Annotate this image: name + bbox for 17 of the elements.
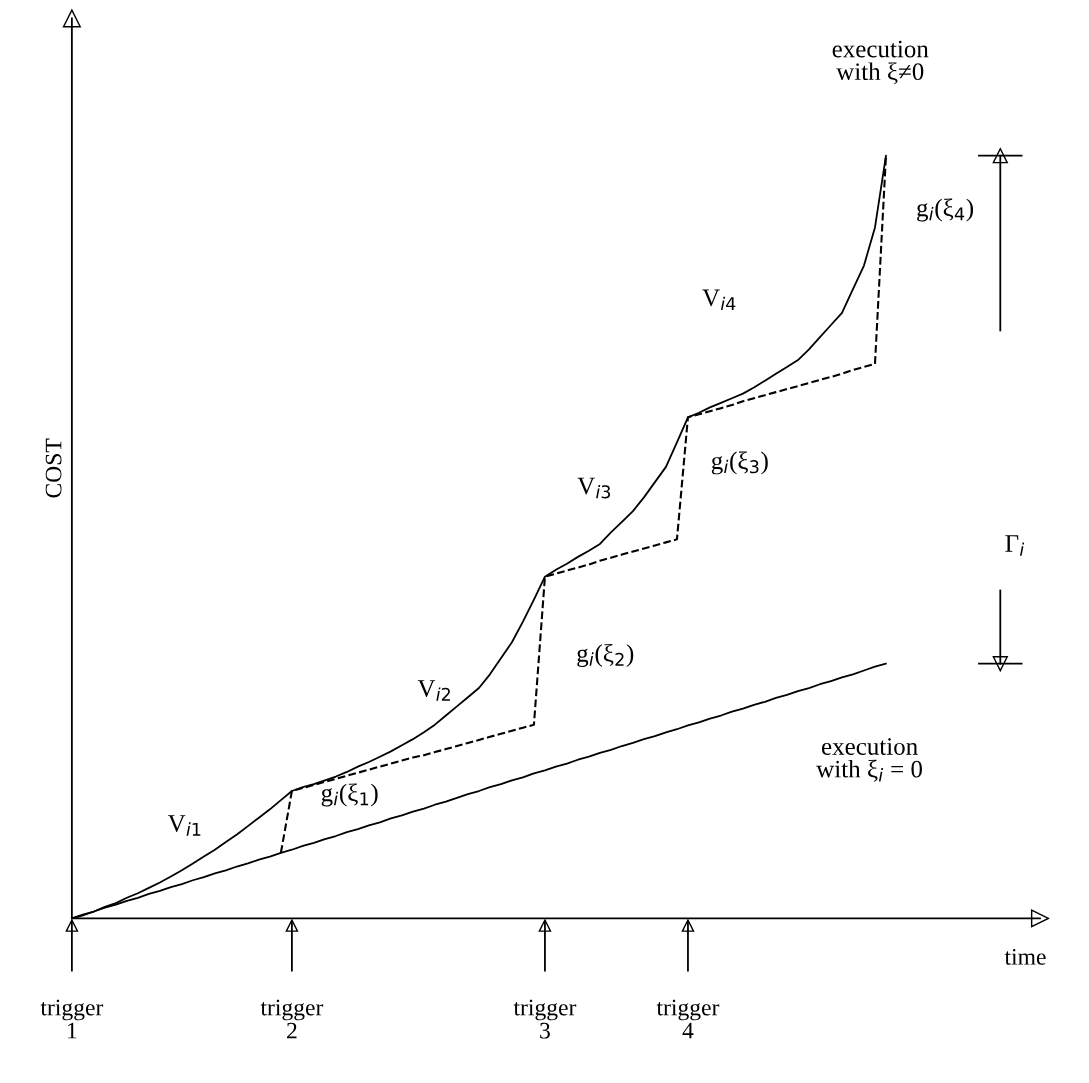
annotation: g$_{i}$(ξ$_{3}$) [711,451,768,475]
x-tick-label: trigger 4 [656,999,720,1039]
x-tick-label: trigger 1 [40,999,104,1039]
annotation: execution with ξ$_{i}$ = 0 [816,738,922,782]
annotation: V$_{i2}$ [417,680,450,701]
annotation: execution with ξ≠0 [832,40,929,85]
x-axis-title: time [1004,948,1046,965]
annotation: V$_{i3}$ [577,477,611,499]
annotation: g$_{i}$(ξ$_{4}$) [917,198,974,222]
annotation: V$_{i4}$ [702,289,736,311]
annotation: Γ$_{i}$ [1005,535,1025,556]
annotation: g$_{i}$(ξ$_{1}$) [321,783,378,807]
y-axis-title: COST [45,438,62,498]
x-tick-label: trigger 2 [260,999,324,1039]
annotation: V$_{i1}$ [167,815,201,836]
annotation: g$_{i}$(ξ$_{2}$) [577,644,634,667]
x-tick-label: trigger 3 [513,999,577,1039]
